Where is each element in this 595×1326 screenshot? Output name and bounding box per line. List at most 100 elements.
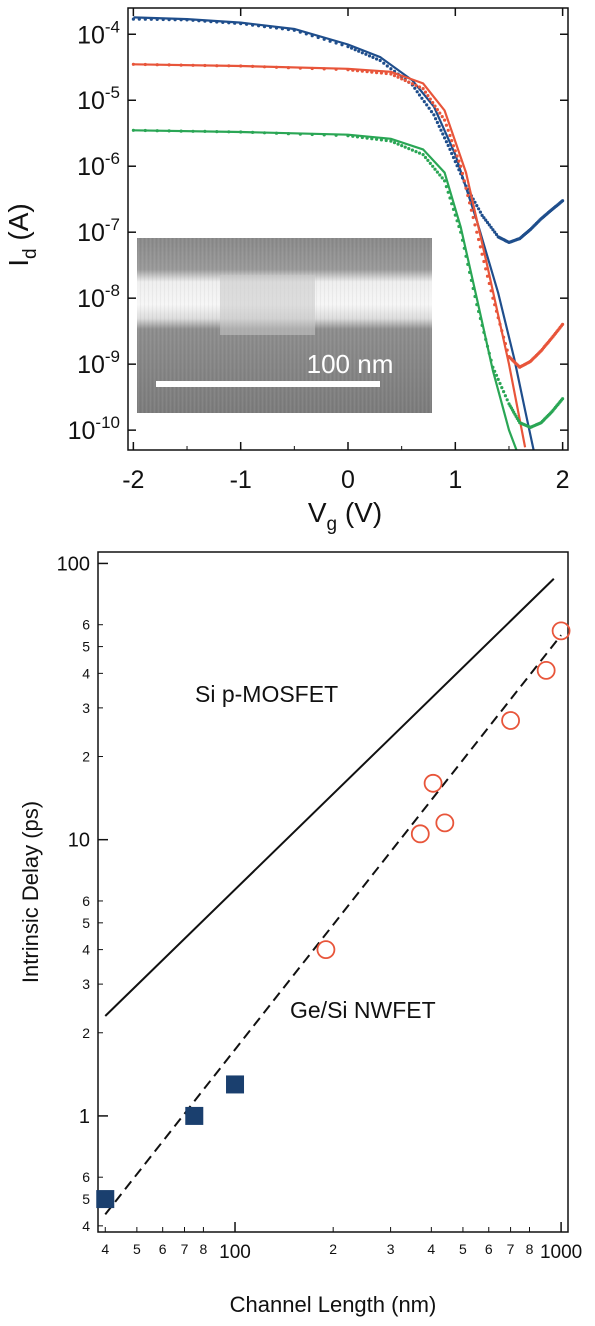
iv-measured-point bbox=[485, 344, 490, 348]
iv-measured-point bbox=[471, 215, 475, 220]
iv-measured-point bbox=[471, 286, 475, 291]
iv-measured-point bbox=[346, 134, 350, 138]
iv-measured-point bbox=[478, 210, 482, 214]
iv-measured-point bbox=[425, 103, 429, 107]
iv-measured-point bbox=[410, 148, 414, 152]
iv-measured-point bbox=[478, 316, 482, 321]
iv-measured-point bbox=[480, 252, 484, 256]
iv-measured-point bbox=[475, 230, 479, 234]
iv-measured-point bbox=[480, 213, 484, 217]
iv-measured-point bbox=[462, 246, 466, 250]
iv-measured-point bbox=[473, 294, 477, 299]
iv-measured-point bbox=[498, 381, 502, 386]
iv-measured-point bbox=[429, 110, 434, 114]
iv-measured-point bbox=[435, 108, 439, 112]
iv-measured-point bbox=[477, 207, 481, 211]
iv-measured-point bbox=[493, 369, 497, 373]
iv-measured-point bbox=[360, 135, 364, 140]
delay-y-minor-label: 4 bbox=[82, 665, 90, 681]
iv-measured-point bbox=[439, 128, 443, 132]
iv-measured-point bbox=[466, 262, 470, 266]
iv-measured-point bbox=[435, 120, 439, 125]
iv-measured-point bbox=[155, 129, 159, 133]
delay-y-minor-label: 5 bbox=[82, 915, 90, 931]
iv-measured-point bbox=[375, 57, 379, 61]
iv-chart: 100 nm -2 -1 0 1 2 10-4 10-5 10-6 10-7 10-8 10-9 10… bbox=[3, 7, 570, 535]
iv-measured-point bbox=[149, 17, 153, 21]
delay-y-minor-label: 2 bbox=[82, 1025, 90, 1041]
delay-y-minor-label: 4 bbox=[82, 942, 90, 958]
iv-series-0 bbox=[131, 16, 565, 450]
iv-measured-point bbox=[444, 185, 448, 189]
iv-y-tick-label: 10-10 bbox=[68, 413, 120, 445]
iv-y-axis-label: Id (A) bbox=[3, 203, 41, 266]
iv-measured-point bbox=[462, 179, 466, 183]
iv-measured-point bbox=[428, 161, 432, 165]
delay-x-axis-label: Channel Length (nm) bbox=[230, 1292, 437, 1317]
iv-measured-point bbox=[280, 27, 284, 31]
iv-measured-point bbox=[487, 223, 491, 227]
iv-measured-point bbox=[350, 46, 354, 50]
iv-measured-point bbox=[161, 17, 165, 22]
iv-measured-point bbox=[489, 225, 493, 229]
scale-bar bbox=[156, 381, 380, 387]
iv-measured-point bbox=[334, 41, 338, 45]
iv-measured-point bbox=[167, 63, 171, 67]
delay-x-minor-label: 5 bbox=[459, 1241, 467, 1257]
iv-measured-point bbox=[417, 151, 422, 155]
iv-measured-point bbox=[355, 69, 360, 73]
iv-measured-point bbox=[434, 117, 438, 121]
iv-measured-point bbox=[396, 75, 400, 79]
iv-measured-point bbox=[334, 133, 338, 137]
iv-measured-point bbox=[448, 147, 452, 151]
iv-y-tick-label: 10-8 bbox=[77, 281, 120, 313]
iv-measured-point bbox=[221, 20, 225, 24]
iv-measured-point bbox=[286, 66, 290, 70]
iv-labels: Vg (V) Id (A) bbox=[3, 203, 382, 535]
iv-measured-point bbox=[131, 17, 135, 21]
iv-measured-point bbox=[143, 128, 147, 133]
iv-measured-point bbox=[310, 66, 314, 71]
iv-measured-point bbox=[227, 21, 231, 25]
iv-measured-point bbox=[143, 17, 147, 21]
iv-measured-point bbox=[496, 377, 500, 381]
sem-inset: 100 nm bbox=[137, 238, 432, 413]
iv-measured-point bbox=[453, 160, 457, 164]
iv-measured-point bbox=[459, 230, 463, 234]
iv-measured-point bbox=[498, 322, 502, 326]
delay-y-minor-label: 2 bbox=[82, 749, 90, 765]
iv-measured-point bbox=[477, 309, 481, 314]
iv-measured-point bbox=[173, 18, 177, 22]
iv-measured-point bbox=[384, 138, 388, 143]
iv-measured-point bbox=[482, 216, 486, 220]
delay-x-tick-label: 100 bbox=[219, 1242, 251, 1263]
iv-measured-point bbox=[367, 54, 372, 58]
iv-measured-point bbox=[215, 64, 219, 68]
iv-measured-point bbox=[262, 131, 267, 135]
delay-labels: Channel Length (nm) Intrinsic Delay (ps) bbox=[18, 801, 436, 1317]
iv-measured-point bbox=[143, 62, 147, 67]
iv-measured-point bbox=[443, 136, 447, 140]
delay-y-minor-label: 3 bbox=[82, 976, 90, 992]
iv-measured-point bbox=[446, 128, 450, 132]
delay-y-minor-label: 4 bbox=[82, 1218, 90, 1234]
delay-y-tick-label: 10 bbox=[68, 830, 90, 852]
scale-bar-label: 100 nm bbox=[307, 349, 394, 379]
iv-measured-point bbox=[239, 130, 243, 134]
iv-measured-point bbox=[298, 30, 302, 34]
iv-measured-point bbox=[396, 142, 400, 146]
iv-measured-point bbox=[453, 149, 457, 153]
iv-measured-point bbox=[561, 322, 565, 326]
iv-measured-point bbox=[379, 71, 383, 75]
data-point-square bbox=[226, 1075, 245, 1094]
iv-x-tick-label: -1 bbox=[230, 466, 252, 494]
iv-measured-point bbox=[375, 137, 379, 141]
delay-y-tick-label: 1 bbox=[79, 1106, 90, 1128]
delay-y-minor-label: 3 bbox=[82, 700, 90, 716]
iv-measured-point bbox=[365, 70, 369, 74]
iv-measured-point bbox=[484, 218, 488, 222]
iv-measured-point bbox=[239, 64, 243, 68]
iv-measured-point bbox=[468, 270, 472, 274]
iv-measured-point bbox=[502, 390, 506, 394]
iv-measured-point bbox=[407, 147, 411, 151]
